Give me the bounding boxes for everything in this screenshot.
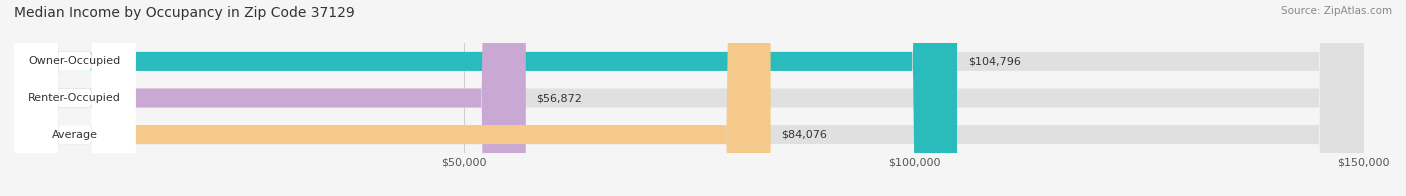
Text: $104,796: $104,796 xyxy=(967,56,1021,66)
FancyBboxPatch shape xyxy=(14,0,1364,196)
FancyBboxPatch shape xyxy=(14,0,526,196)
Text: $56,872: $56,872 xyxy=(537,93,582,103)
FancyBboxPatch shape xyxy=(14,0,135,196)
FancyBboxPatch shape xyxy=(14,0,1364,196)
Text: $84,076: $84,076 xyxy=(782,130,827,140)
FancyBboxPatch shape xyxy=(14,0,135,196)
Text: Source: ZipAtlas.com: Source: ZipAtlas.com xyxy=(1281,6,1392,16)
FancyBboxPatch shape xyxy=(14,0,135,196)
FancyBboxPatch shape xyxy=(14,0,770,196)
Text: Owner-Occupied: Owner-Occupied xyxy=(28,56,121,66)
Text: Average: Average xyxy=(52,130,98,140)
FancyBboxPatch shape xyxy=(14,0,957,196)
FancyBboxPatch shape xyxy=(14,0,1364,196)
Text: Median Income by Occupancy in Zip Code 37129: Median Income by Occupancy in Zip Code 3… xyxy=(14,6,354,20)
Text: Renter-Occupied: Renter-Occupied xyxy=(28,93,121,103)
